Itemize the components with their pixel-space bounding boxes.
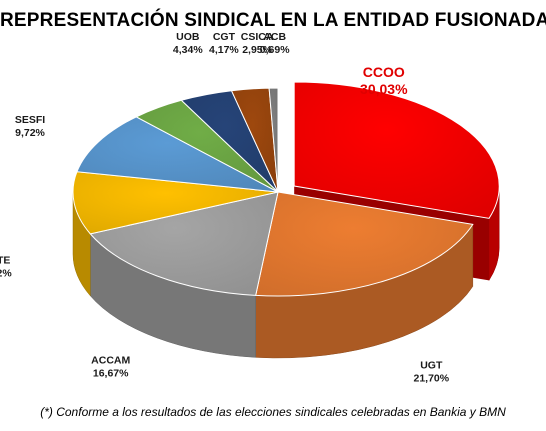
pie-label-cgt: CGT 4,17% <box>209 31 239 56</box>
pie-label-value: 9,72% <box>0 267 12 279</box>
pie-slice-acb <box>268 87 279 193</box>
pie-label-sesfi: SESFI 9,72% <box>15 114 46 139</box>
chart-title-text: REPRESENTACIÓN SINDICAL EN LA ENTIDAD FU… <box>0 10 546 31</box>
pie-label-sate: SATE9,72% <box>0 254 12 279</box>
pie-label-acb: ACB 0,69% <box>260 31 290 56</box>
pie-label-value: 30,03% <box>360 81 408 97</box>
pie-label-value: 4,34% <box>173 44 203 56</box>
pie-slice-ccoo <box>293 81 500 219</box>
pie-label-name: ACB <box>263 31 286 43</box>
pie-label-name: UGT <box>420 359 443 371</box>
pie-slice-accam <box>89 191 279 296</box>
pie-label-name: ACCAM <box>91 355 130 367</box>
pie-label-value: 2,95% <box>242 44 272 56</box>
pie-label-value: 0,69% <box>260 44 290 56</box>
pie-label-uob: UOB 4,34% <box>173 31 203 56</box>
pie-label-value: 21,70% <box>413 372 449 384</box>
pie-label-ccoo: CCOO 30,03% <box>360 64 408 97</box>
pie-label-value: 4,17% <box>209 44 239 56</box>
pie-label-name: UOB <box>176 31 200 43</box>
pie-label-name: CGT <box>213 31 236 43</box>
pie-label-ugt: UGT 21,70% <box>413 359 449 384</box>
pie-labels: CCOO30,03%UGT21,70%ACCAM16,67%SATE9,72%S… <box>0 31 450 384</box>
pie-label-value: 16,67% <box>93 368 129 380</box>
pie-tops <box>72 81 500 297</box>
pie-label-name: SESFI <box>15 114 45 126</box>
pie-label-name: SATE <box>0 254 10 266</box>
chart-footnote: (*) Conforme a los resultados de las ele… <box>40 405 506 419</box>
pie-label-value: 9,72% <box>15 127 45 139</box>
pie-label-name: CCOO <box>363 64 405 80</box>
pie-slice-sesfi <box>76 116 279 193</box>
chart-title: REPRESENTACIÓN SINDICAL EN LA ENTIDAD FU… <box>0 10 546 32</box>
pie-label-name: CSICA <box>241 31 274 43</box>
pie-label-csica: CSICA 2,95% <box>241 31 274 56</box>
pie-slice-ugt <box>255 191 474 297</box>
pie-label-accam: ACCAM 16,67% <box>91 355 130 380</box>
